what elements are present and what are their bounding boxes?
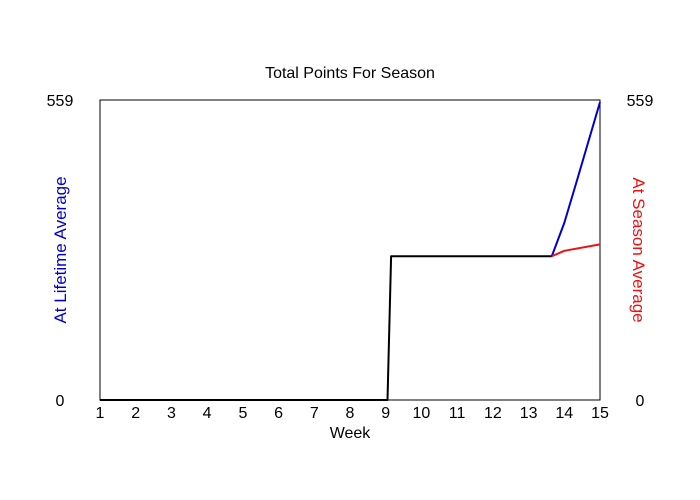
series-line-2	[551, 243, 601, 258]
series-line-3	[100, 255, 552, 401]
y-axis-label-left: At Lifetime Average	[51, 176, 70, 323]
x-tick-label: 10	[413, 405, 431, 422]
x-tick-label: 5	[238, 405, 247, 422]
series-layer	[100, 101, 601, 401]
y-tick-left-min: 0	[56, 393, 65, 410]
x-tick-label: 7	[310, 405, 319, 422]
chart-title: Total Points For Season	[265, 65, 435, 82]
x-tick-label: 8	[346, 405, 355, 422]
y-tick-right-max: 559	[627, 93, 654, 110]
series-line-1	[550, 101, 601, 257]
x-tick-label: 3	[167, 405, 176, 422]
plot-area-frame	[99, 99, 601, 401]
x-axis-label: Week	[330, 425, 372, 442]
x-tick-label: 1	[96, 405, 105, 422]
x-tick-label: 4	[203, 405, 212, 422]
y-tick-left-max: 559	[47, 93, 74, 110]
x-tick-label: 15	[591, 405, 609, 422]
x-tick-label: 14	[555, 405, 573, 422]
x-tick-labels: 1 2 3 4 5 6 7 8 9 10 11 12 13 14 15	[96, 405, 609, 422]
x-tick-label: 6	[274, 405, 283, 422]
y-axis-label-right: At Season Average	[629, 177, 648, 322]
x-tick-label: 9	[381, 405, 390, 422]
y-tick-right-min: 0	[636, 393, 645, 410]
x-tick-label: 12	[484, 405, 502, 422]
x-tick-label: 11	[449, 405, 466, 422]
x-tick-label: 2	[131, 405, 140, 422]
x-tick-label: 13	[520, 405, 538, 422]
